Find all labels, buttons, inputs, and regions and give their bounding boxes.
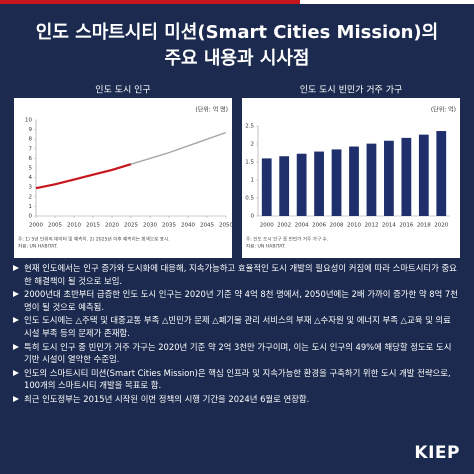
y-tick-label: 8 (29, 137, 33, 143)
y-tick-label: 10 (25, 118, 32, 124)
logo: KIEP (414, 443, 460, 463)
bar (296, 153, 307, 216)
chart-title: 인도 도시 인구 (95, 85, 150, 96)
x-tick-label: 2025 (124, 223, 138, 229)
top-stripe (0, 0, 300, 4)
x-tick-label: 2008 (330, 223, 344, 229)
chart-title: 인도 도시 빈민가 거주 가구 (300, 85, 403, 96)
bar (384, 140, 394, 216)
bullet: 현재 인도에서는 인구 증가와 도시화에 대응해, 지속가능하고 효율적인 도시… (12, 262, 460, 287)
note: 주: 인도 도시 인구 중 빈민가 거주 가구 수. (246, 236, 328, 243)
bar (279, 156, 290, 216)
x-tick-label: 2014 (382, 223, 396, 229)
x-tick-label: 2000 (29, 223, 43, 229)
x-tick-label: 2040 (181, 223, 195, 229)
y-tick-label: 9 (29, 127, 33, 133)
bullet: 최근 인도정부는 2015년 시작된 이번 정책의 시행 기간을 2024년 6… (12, 393, 460, 406)
bar (331, 149, 342, 216)
x-tick-label: 2002 (277, 223, 291, 229)
y-tick-label: 1 (29, 204, 33, 210)
panel (14, 80, 232, 258)
y-tick-label: 7 (29, 146, 33, 152)
x-tick-label: 2045 (200, 223, 214, 229)
x-tick-label: 2050 (219, 223, 233, 229)
x-tick-label: 2030 (143, 223, 157, 229)
x-tick-label: 2012 (364, 223, 378, 229)
title: 주요 내용과 시사점 (164, 48, 309, 69)
bullet: 2000년대 초반부터 급증한 인도 도시 인구는 2020년 기준 약 4억 … (12, 288, 460, 313)
x-tick-label: 2010 (67, 223, 81, 229)
x-tick-label: 2020 (434, 223, 448, 229)
line-series (130, 131, 227, 165)
y-tick-label: 5 (29, 166, 33, 172)
note: 자료: UN HABITAT. (246, 243, 286, 250)
x-tick-label: 2020 (105, 223, 119, 229)
bullet: 인도 도시에는 △주택 및 대중교통 부족 △빈민가 문제 △폐기물 관리 서비… (12, 314, 460, 339)
x-tick-label: 2015 (86, 223, 100, 229)
x-tick-label: 2035 (162, 223, 176, 229)
x-tick-label: 2004 (295, 223, 309, 229)
panel-header (242, 80, 460, 98)
bar (401, 137, 412, 216)
y-tick-label: 3 (29, 185, 33, 191)
bar (314, 151, 324, 216)
bar (366, 143, 377, 216)
y-tick-label: 0 (251, 214, 255, 220)
y-tick-label: 2.5 (245, 124, 254, 130)
bar (261, 158, 272, 216)
y-tick-label: 2 (29, 194, 33, 200)
bullet: 특히 도시 인구 중 빈민가 거주 가구는 2020년 기준 약 2억 3천만 … (12, 341, 460, 366)
bar (349, 146, 359, 216)
panel-header (14, 80, 232, 98)
y-tick-label: 6 (29, 156, 33, 162)
y-tick-label: 0 (29, 214, 33, 220)
note: 주: 1) 5년 단위의 데이터 및 예측치. 2) 2025년 이후 예측치는… (18, 236, 170, 243)
y-tick-label: 4 (29, 175, 33, 181)
bar (436, 131, 447, 216)
y-tick-label: 2 (251, 142, 255, 148)
note: 자료: UN HABITAT. (18, 243, 58, 250)
y-tick-label: 1 (251, 178, 255, 184)
bar (418, 134, 429, 216)
y-tick-label: 1.5 (245, 160, 254, 166)
title: 인도 스마트시티 미션(Smart Cities Mission)의 (36, 22, 438, 43)
top-stripe (300, 0, 474, 4)
x-tick-label: 2010 (347, 223, 361, 229)
x-tick-label: 2005 (48, 223, 62, 229)
bullet-list: 현재 인도에서는 인구 증가와 도시화에 대응해, 지속가능하고 효율적인 도시… (12, 262, 460, 407)
x-tick-label: 2006 (312, 223, 326, 229)
bullet: 인도의 스마트시티 미션(Smart Cities Mission)은 핵심 인… (12, 367, 460, 392)
unit-label: (단위: 억 명) (195, 106, 228, 114)
x-tick-label: 2016 (399, 223, 413, 229)
x-tick-label: 2000 (260, 223, 274, 229)
unit-label: (단위: 억) (431, 106, 456, 114)
line-series (35, 163, 132, 190)
y-tick-label: 0.5 (245, 196, 254, 202)
x-tick-label: 2018 (417, 223, 431, 229)
